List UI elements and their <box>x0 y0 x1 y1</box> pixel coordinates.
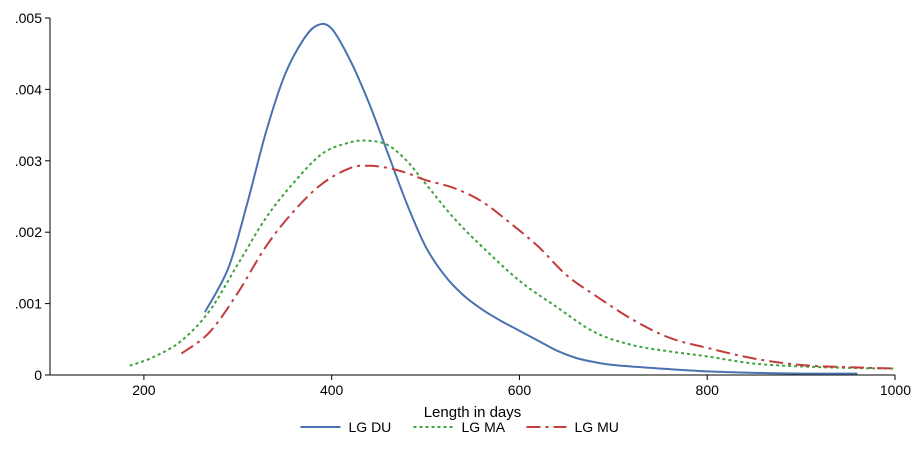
y-tick-label: .005 <box>15 10 42 26</box>
y-tick-label: .004 <box>15 81 42 97</box>
x-tick-label: 1000 <box>880 382 911 398</box>
y-tick-label: 0 <box>34 367 42 383</box>
series-line-lg-du <box>204 22 858 375</box>
legend-label-lg-du: LG DU <box>349 419 392 435</box>
x-axis-title: Length in days <box>424 404 522 421</box>
legend-label-lg-ma: LG MA <box>462 419 506 435</box>
x-tick-label: 400 <box>320 382 344 398</box>
y-tick-label: .003 <box>15 153 42 169</box>
x-tick-label: 200 <box>132 382 156 398</box>
x-tick-label: 800 <box>696 382 720 398</box>
series-line-lg-ma <box>129 139 896 370</box>
y-tick-label: .002 <box>15 224 42 240</box>
y-tick-label: .001 <box>15 296 42 312</box>
series-line-lg-mu <box>180 164 896 370</box>
x-tick-label: 600 <box>508 382 532 398</box>
legend-label-lg-mu: LG MU <box>575 419 619 435</box>
